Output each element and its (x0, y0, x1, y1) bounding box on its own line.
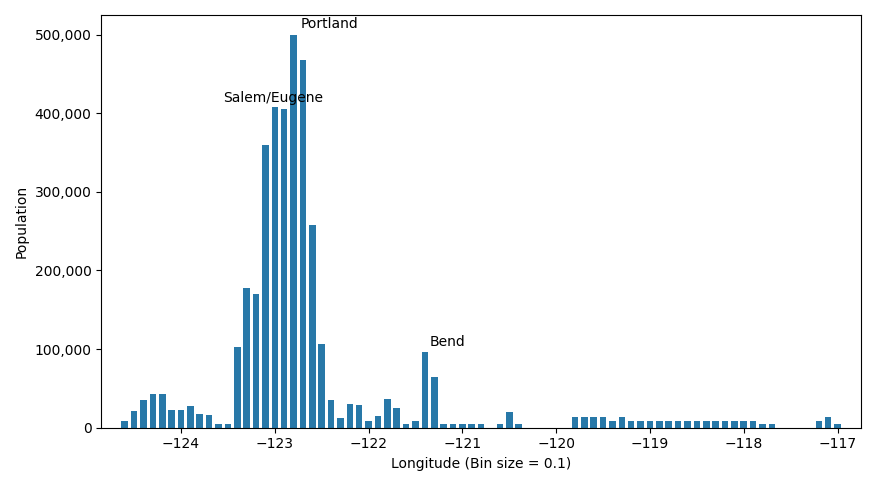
Bar (150, 394, 156, 428)
Bar (609, 421, 616, 428)
Bar (244, 288, 250, 428)
Bar (497, 424, 503, 428)
Bar (356, 405, 363, 428)
Bar (318, 344, 325, 428)
Bar (646, 421, 653, 428)
Bar (600, 417, 606, 428)
Bar (469, 424, 475, 428)
Bar (384, 399, 391, 428)
Bar (290, 35, 297, 428)
Bar (459, 424, 466, 428)
Bar (638, 421, 644, 428)
Bar (206, 415, 212, 428)
Bar (722, 421, 728, 428)
Bar (168, 411, 175, 428)
Bar (272, 107, 278, 428)
Bar (656, 421, 662, 428)
Bar (581, 417, 588, 428)
Bar (515, 424, 522, 428)
Bar (768, 424, 775, 428)
Bar (309, 225, 315, 428)
Bar (506, 412, 512, 428)
Bar (441, 424, 447, 428)
Bar (816, 421, 822, 428)
Bar (694, 421, 700, 428)
Text: Salem/Eugene: Salem/Eugene (223, 91, 323, 105)
Bar (262, 145, 269, 428)
Bar (684, 421, 691, 428)
Bar (731, 421, 738, 428)
Bar (187, 406, 194, 428)
X-axis label: Longitude (Bin size = 0.1): Longitude (Bin size = 0.1) (391, 457, 571, 471)
Y-axis label: Population: Population (15, 185, 29, 258)
Bar (347, 404, 353, 428)
Bar (759, 424, 766, 428)
Bar (234, 347, 241, 428)
Bar (131, 411, 138, 428)
Bar (328, 400, 335, 428)
Bar (375, 416, 381, 428)
Bar (196, 414, 203, 428)
Bar (178, 411, 184, 428)
Bar (224, 424, 231, 428)
Bar (740, 421, 747, 428)
Bar (666, 421, 672, 428)
Bar (477, 424, 484, 428)
Bar (618, 417, 625, 428)
Bar (750, 421, 756, 428)
Text: Portland: Portland (301, 17, 359, 31)
Bar (140, 400, 147, 428)
Bar (281, 109, 287, 428)
Bar (365, 421, 372, 428)
Bar (159, 394, 166, 428)
Bar (337, 418, 343, 428)
Text: Bend: Bend (429, 335, 465, 349)
Bar (628, 421, 634, 428)
Bar (675, 421, 682, 428)
Bar (421, 352, 428, 428)
Bar (449, 424, 456, 428)
Bar (825, 417, 831, 428)
Bar (431, 377, 437, 428)
Bar (253, 294, 259, 428)
Bar (393, 408, 400, 428)
Bar (590, 417, 597, 428)
Bar (215, 424, 222, 428)
Bar (572, 417, 578, 428)
Bar (403, 424, 409, 428)
Bar (712, 421, 719, 428)
Bar (122, 421, 128, 428)
Bar (300, 60, 307, 428)
Bar (703, 421, 710, 428)
Bar (413, 421, 419, 428)
Bar (834, 424, 841, 428)
